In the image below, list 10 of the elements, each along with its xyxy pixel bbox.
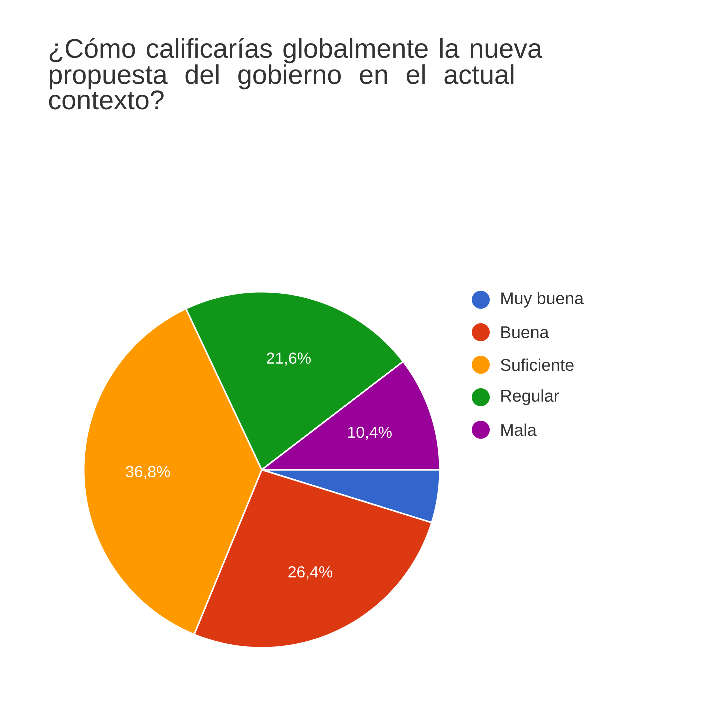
data-label: 26,4%: [288, 566, 333, 580]
legend-label: Mala: [502, 424, 537, 436]
data-label: 36,8%: [126, 466, 170, 480]
chart-title: ¿Cómo calificarías globalmente la nueva propuesta del gobierno en el actual contexto?: [49, 38, 542, 110]
legend-label: Regular: [502, 390, 560, 406]
legend-label: Suficiente: [500, 358, 574, 372]
legend-label: Buena: [502, 326, 550, 338]
data-label: 10,4%: [348, 426, 392, 440]
data-label: 21,6%: [267, 352, 311, 366]
legend-label: Muy buena: [502, 292, 584, 308]
